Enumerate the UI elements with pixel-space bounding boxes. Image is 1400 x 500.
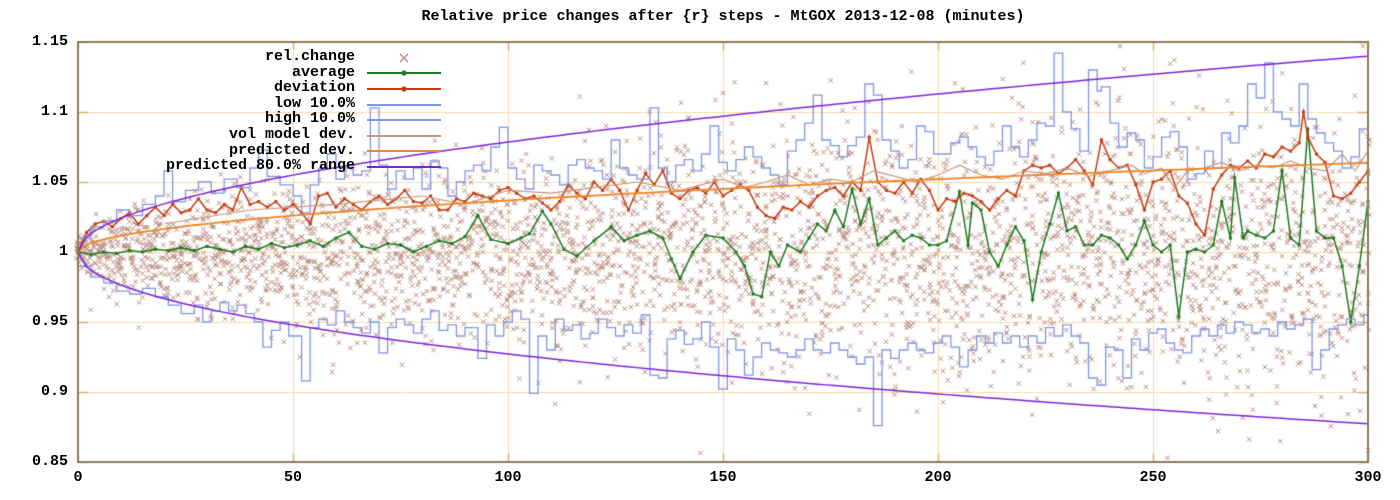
legend-item-predicted_dev: predicted dev. (40, 141, 443, 159)
legend-item-deviation: deviation (40, 80, 443, 96)
legend-swatch-line (365, 113, 443, 125)
legend-label: average (291, 63, 355, 81)
legend-swatch-line-dot (365, 66, 443, 78)
x-axis-tick-label: 200 (924, 469, 952, 486)
legend-label: deviation (273, 79, 355, 97)
y-axis-tick-label: 1.05 (31, 173, 68, 190)
x-axis-tick-label: 100 (494, 469, 522, 486)
legend-item-high_10: high 10.0% (40, 111, 443, 127)
y-axis-tick-label: 1.1 (40, 103, 68, 120)
x-axis-tick-label: 150 (709, 469, 737, 486)
legend-label: high 10.0% (264, 110, 355, 128)
y-axis-tick-label: 1.15 (31, 33, 68, 50)
y-axis-tick-label: 1 (58, 243, 68, 260)
legend-label: predicted 80.0% range (165, 157, 355, 175)
y-axis-tick-label: 0.85 (31, 453, 68, 470)
legend-label: rel.change (264, 48, 355, 65)
x-axis-tick-label: 50 (283, 469, 302, 486)
legend-swatch-line (365, 144, 443, 156)
legend-item-rel_change: rel.change (40, 49, 443, 65)
x-axis-tick-label: 0 (73, 469, 83, 486)
legend-label: predicted dev. (228, 141, 355, 159)
legend-item-vol_model_dev: vol model dev. (40, 127, 443, 143)
x-axis-tick-label: 300 (1354, 469, 1382, 486)
legend-label: low 10.0% (273, 94, 355, 112)
legend: rel.change average deviation low 10.0% high … (40, 49, 443, 174)
y-axis-tick-label: 0.95 (31, 313, 68, 330)
chart-title: Relative price changes after {r} steps -… (421, 8, 1025, 25)
legend-swatch-cross (365, 51, 443, 63)
legend-label: vol model dev. (228, 125, 355, 143)
legend-item-predicted_range: predicted 80.0% range (40, 158, 443, 174)
legend-swatch-line (365, 129, 443, 141)
legend-item-average: average (40, 63, 443, 81)
legend-swatch-line-dot (365, 82, 443, 94)
x-axis-tick-label: 250 (1139, 469, 1167, 486)
legend-swatch-line (365, 160, 443, 172)
legend-item-low_10: low 10.0% (40, 96, 443, 112)
legend-swatch-line (365, 98, 443, 110)
y-axis-tick-label: 0.9 (40, 383, 68, 400)
